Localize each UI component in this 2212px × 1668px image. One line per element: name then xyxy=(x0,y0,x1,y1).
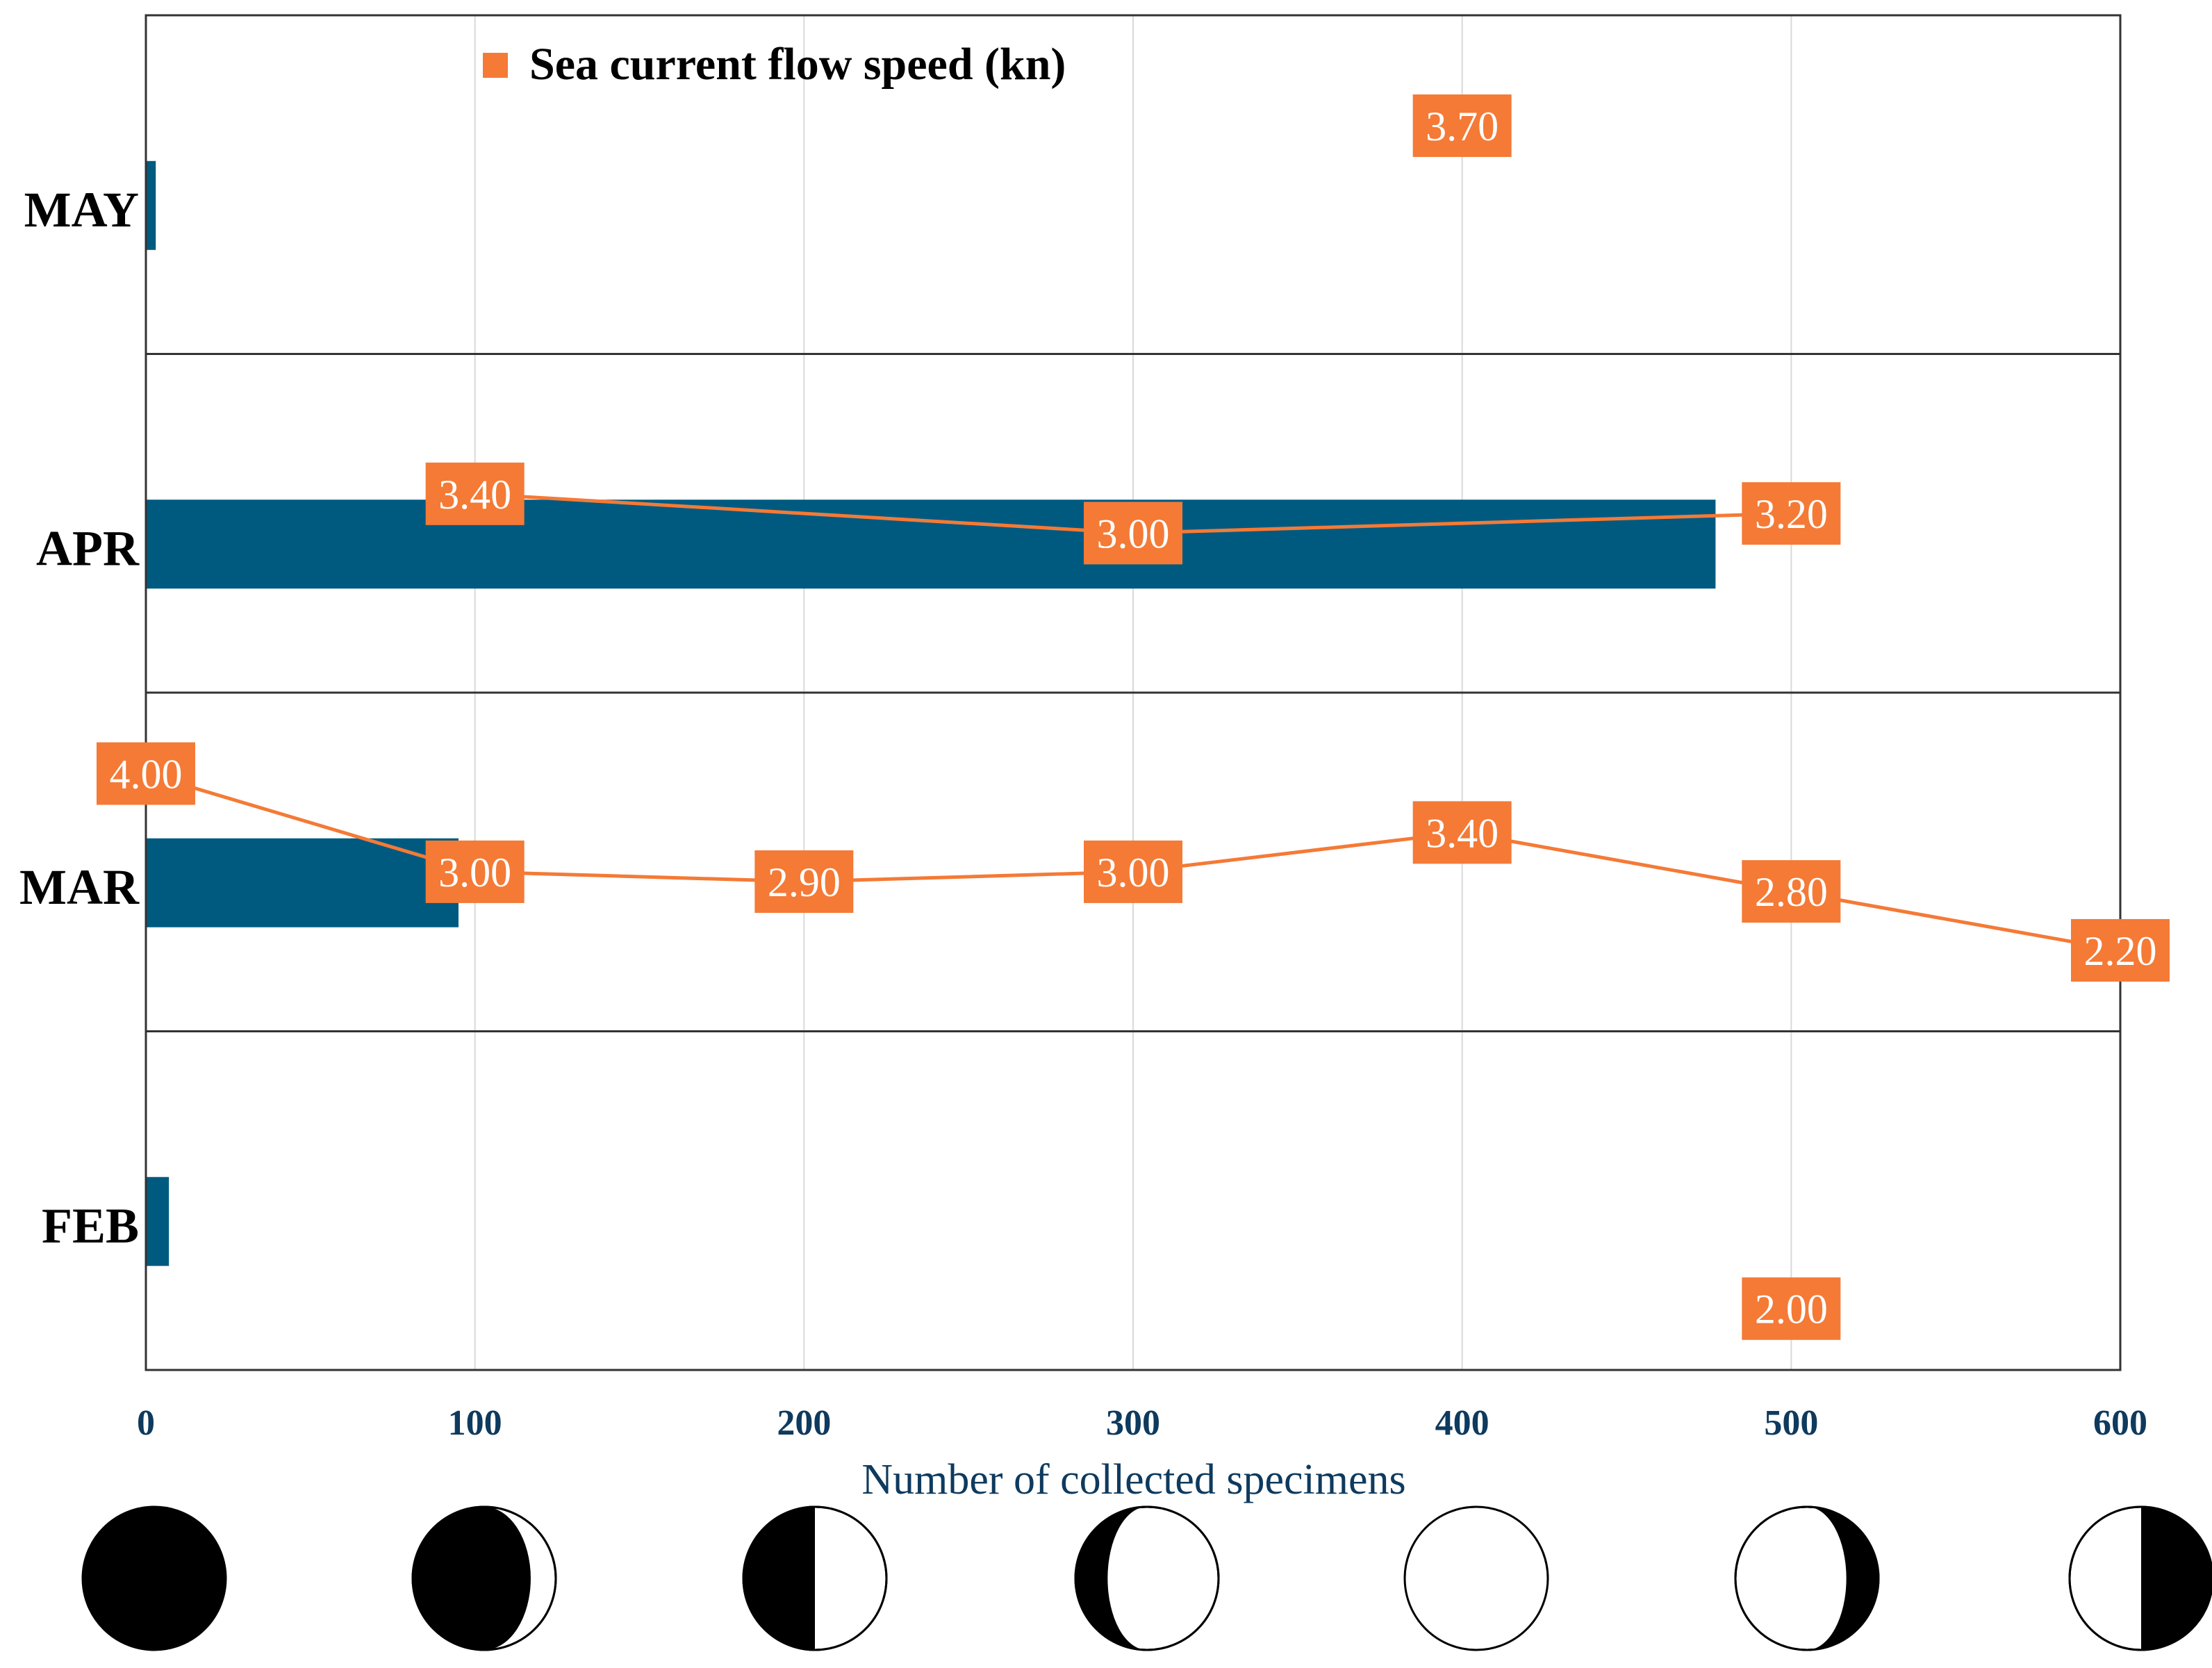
speed-data-label: 2.20 xyxy=(2084,928,2157,974)
legend: Sea current flow speed (kn) xyxy=(483,39,1066,90)
speed-data-label: 3.40 xyxy=(438,472,511,518)
month-labels: MAY APR MAR FEB xyxy=(19,182,140,1254)
x-tick-label: 500 xyxy=(1764,1403,1818,1443)
x-tick-label: 100 xyxy=(448,1403,502,1443)
x-tick-label: 200 xyxy=(777,1403,831,1443)
speed-label-box xyxy=(1084,502,1182,565)
speed-data-label: 3.00 xyxy=(438,850,511,895)
moon-shadow xyxy=(1075,1507,1147,1650)
legend-swatch xyxy=(483,53,508,78)
speed-data-label: 3.40 xyxy=(1426,810,1499,856)
speed-data-label: 2.80 xyxy=(1755,869,1828,915)
speed-label-box xyxy=(1412,801,1512,864)
speed-label-box xyxy=(1742,860,1841,923)
speed-data-label: 2.90 xyxy=(768,859,841,905)
x-tick-label: 300 xyxy=(1106,1403,1160,1443)
speed-data-label: 3.00 xyxy=(1097,511,1170,556)
speed-labels: 3.70 3.40 3.00 3.20 4.00 3.00 2.90 3.00 3.40 2.80… xyxy=(97,94,2170,1340)
speed-label-box xyxy=(1412,94,1512,157)
chart-frame xyxy=(145,14,2122,1371)
speed-label-box xyxy=(2071,918,2170,982)
speed-data-label: 2.00 xyxy=(1755,1287,1828,1332)
month-label-may: MAY xyxy=(24,182,139,238)
moon-disc xyxy=(1403,1505,1549,1651)
month-label-mar: MAR xyxy=(19,859,140,915)
specimen-bars xyxy=(146,160,1716,1266)
moon-shadow xyxy=(2141,1507,2212,1650)
x-tick-label: 600 xyxy=(2093,1403,2147,1443)
month-label-feb: FEB xyxy=(42,1198,139,1253)
specimen-bar-apr xyxy=(146,499,1716,589)
moon-phase-icon xyxy=(411,1505,557,1651)
speed-label-box xyxy=(1742,1277,1841,1340)
moon-phase-icon xyxy=(2068,1505,2212,1651)
speed-label-box xyxy=(1742,482,1841,545)
moon-outline xyxy=(742,1505,888,1651)
speed-data-label: 3.00 xyxy=(1097,850,1170,895)
moon-phase-icon xyxy=(81,1505,227,1651)
x-tick-label: 0 xyxy=(137,1403,155,1443)
moon-phase-row xyxy=(81,1505,2212,1651)
moon-outline xyxy=(1734,1505,1880,1651)
moon-outline xyxy=(1074,1505,1220,1651)
moon-shadow xyxy=(413,1507,531,1650)
x-axis-title: Number of collected specimens xyxy=(861,1456,1405,1503)
moon-outline xyxy=(2068,1505,2212,1651)
speed-label-box xyxy=(425,462,525,525)
moon-phase-icon xyxy=(742,1505,888,1651)
speed-label-box xyxy=(754,850,854,914)
specimen-bar-mar xyxy=(146,838,459,927)
speed-label-box xyxy=(1084,840,1182,903)
x-tick-labels: 0 100 200 300 400 500 600 xyxy=(137,1403,2147,1443)
speed-label-box xyxy=(425,840,525,903)
moon-phase-icon xyxy=(1074,1505,1220,1651)
month-label-apr: APR xyxy=(36,520,140,576)
x-tick-label: 400 xyxy=(1435,1403,1489,1443)
moon-phase-icon xyxy=(1403,1505,1549,1651)
moon-shadow xyxy=(1807,1507,1879,1650)
moon-disc xyxy=(81,1505,227,1651)
speed-data-label: 3.70 xyxy=(1426,104,1499,149)
moon-outline xyxy=(411,1505,557,1651)
legend-label: Sea current flow speed (kn) xyxy=(529,39,1066,90)
speed-data-label: 3.20 xyxy=(1755,491,1828,537)
specimen-bar-feb xyxy=(146,1177,170,1266)
speed-data-label: 4.00 xyxy=(110,752,183,798)
moon-shadow xyxy=(743,1507,815,1650)
speed-label-box xyxy=(97,742,195,805)
specimen-bar-may xyxy=(146,160,156,250)
moon-phase-icon xyxy=(1734,1505,1880,1651)
